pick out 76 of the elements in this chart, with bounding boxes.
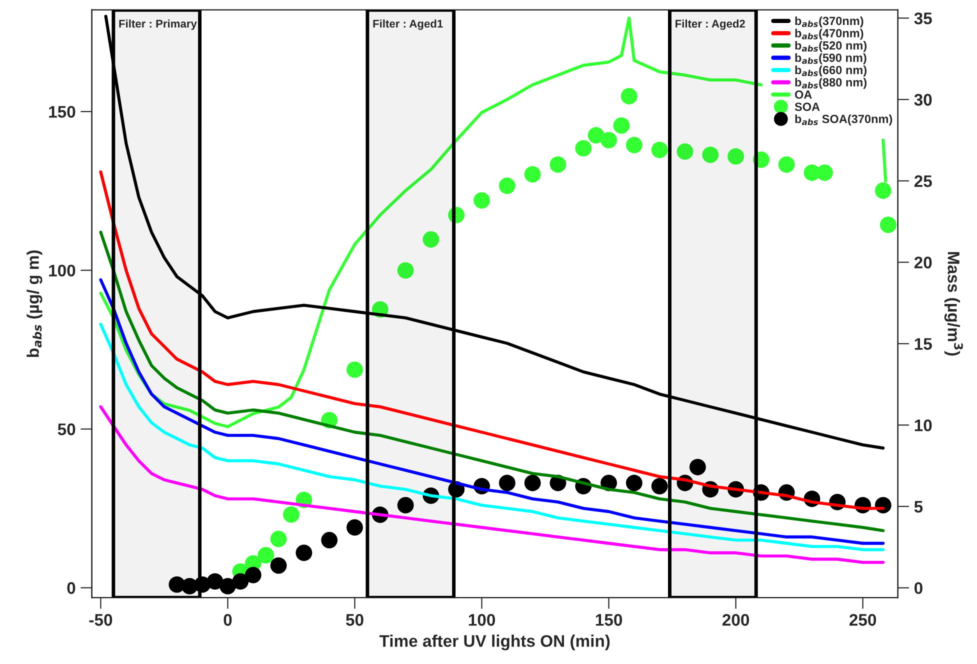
y-tick-label: 50 bbox=[58, 423, 76, 436]
point bbox=[613, 117, 630, 134]
point bbox=[474, 192, 490, 209]
y2-tick-label: 20 bbox=[914, 256, 932, 268]
point bbox=[816, 164, 833, 181]
x-tick-label: 250 bbox=[849, 614, 876, 626]
line-series bbox=[99, 230, 885, 532]
point bbox=[498, 178, 516, 194]
point bbox=[626, 474, 642, 492]
y2-axis-title: Mass (µg/m$^{3}$) bbox=[944, 252, 963, 356]
band-label: Filter : Aged2 bbox=[676, 19, 745, 30]
point bbox=[524, 474, 541, 492]
point bbox=[346, 519, 363, 536]
legend-label: b$_{abs}$(660 nm) bbox=[795, 66, 867, 77]
point bbox=[498, 474, 516, 492]
point bbox=[880, 216, 896, 234]
line-series bbox=[99, 405, 885, 564]
y-tick-label: 150 bbox=[49, 106, 76, 118]
point bbox=[575, 140, 592, 157]
x-tick-label: 100 bbox=[468, 614, 495, 626]
point bbox=[283, 506, 300, 523]
point bbox=[728, 148, 744, 165]
band-label: Filter : Primary bbox=[119, 19, 197, 30]
series-label: OA bbox=[794, 90, 812, 99]
point bbox=[232, 573, 249, 590]
point bbox=[244, 566, 262, 584]
y-axis-title: b$_{abs}$ (µg/ g m) bbox=[26, 250, 42, 357]
point bbox=[676, 143, 694, 160]
point bbox=[422, 231, 440, 248]
point bbox=[689, 458, 706, 476]
x-tick-label: 150 bbox=[596, 614, 622, 626]
point bbox=[626, 136, 642, 154]
point bbox=[270, 530, 287, 548]
point bbox=[270, 557, 287, 574]
y-tick-label: 100 bbox=[49, 264, 76, 276]
x-tick-label: 0 bbox=[224, 614, 232, 626]
legend-label: b$_{abs}$(370nm) bbox=[795, 16, 864, 28]
x-tick-label: -50 bbox=[89, 614, 112, 626]
y2-tick-label: 30 bbox=[914, 94, 932, 106]
point bbox=[874, 182, 892, 199]
point bbox=[524, 166, 541, 183]
point bbox=[600, 132, 617, 148]
point bbox=[397, 262, 414, 279]
point bbox=[321, 532, 338, 548]
point bbox=[397, 497, 414, 514]
y2-tick-label: 5 bbox=[914, 501, 923, 513]
point bbox=[620, 88, 638, 104]
legend-label: b$_{abs}$ SOA(370nm) bbox=[795, 114, 892, 126]
x-tick-label: 50 bbox=[346, 614, 364, 626]
legend-label: b$_{abs}$(590 nm) bbox=[795, 53, 866, 64]
point bbox=[588, 127, 604, 144]
point bbox=[550, 156, 566, 173]
point bbox=[258, 547, 274, 564]
y2-tick-label: 25 bbox=[914, 175, 932, 188]
point bbox=[296, 544, 312, 562]
line-series bbox=[99, 322, 885, 552]
y2-tick-label: 0 bbox=[914, 582, 922, 594]
legend-label: SOA bbox=[794, 102, 820, 111]
y2-tick-label: 15 bbox=[914, 338, 932, 350]
legend-label: b$_{abs}$(470nm) bbox=[795, 28, 864, 40]
point bbox=[778, 156, 795, 173]
legend-label: b$_{abs}$(880 nm) bbox=[795, 78, 867, 89]
point bbox=[220, 578, 236, 594]
line-series bbox=[99, 278, 885, 545]
y-tick-label: 0 bbox=[67, 582, 76, 594]
y2-tick-label: 10 bbox=[914, 419, 932, 432]
band-label: Filter : Aged1 bbox=[373, 19, 443, 30]
point bbox=[651, 142, 668, 158]
point bbox=[346, 361, 363, 378]
y2-tick-label: 35 bbox=[914, 12, 932, 24]
point bbox=[702, 146, 719, 164]
x-tick-label: 200 bbox=[722, 614, 750, 626]
legend-label: b$_{abs}$(520 nm) bbox=[795, 40, 867, 52]
point bbox=[651, 478, 668, 494]
point bbox=[206, 573, 224, 590]
x-axis-title: Time after UV lights ON (min) bbox=[379, 634, 610, 650]
